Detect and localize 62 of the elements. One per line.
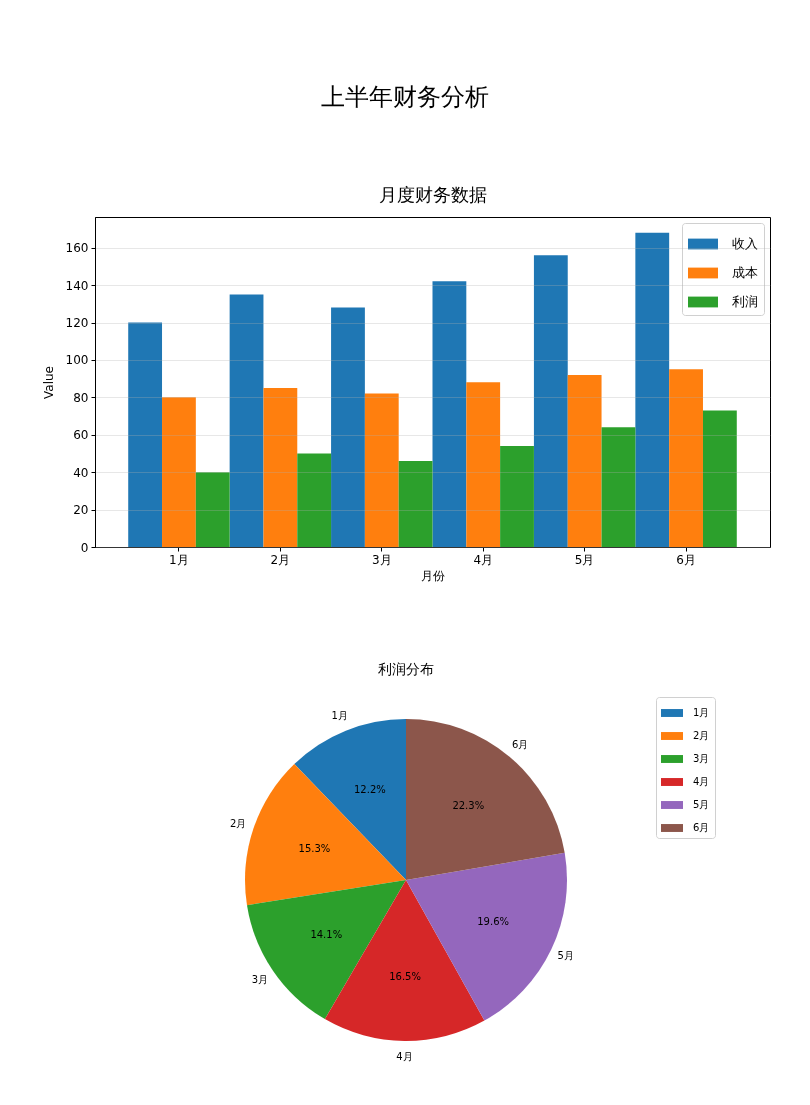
data-label: 12.2%	[353, 784, 386, 796]
chart-title: 月度财务数据	[378, 184, 487, 205]
bar	[432, 281, 467, 547]
legend-label: 4月	[693, 776, 710, 787]
x-tick-label: 3月	[371, 552, 392, 567]
bar	[263, 387, 298, 547]
bar	[635, 232, 670, 547]
legend-label: 2月	[693, 730, 710, 741]
data-label: 16.5%	[389, 970, 421, 982]
bar	[601, 427, 636, 547]
bar	[229, 294, 264, 547]
data-label: 14.1%	[310, 928, 343, 940]
pie-slice	[245, 764, 406, 906]
y-tick-label: 80	[73, 390, 89, 405]
y-tick-label: 20	[73, 503, 89, 518]
y-tick-label: 120	[65, 316, 89, 331]
legend-label: 3月	[693, 753, 710, 764]
legend-label: 成本	[732, 265, 758, 280]
bar	[195, 472, 230, 547]
x-axis-title: 月份	[421, 568, 445, 583]
bar	[162, 397, 196, 547]
bar	[364, 393, 399, 547]
bar	[669, 369, 703, 547]
bar	[466, 382, 501, 547]
chart-title: 利润分布	[378, 660, 434, 677]
bar	[567, 374, 602, 547]
pie-slice	[294, 719, 406, 880]
slice-label: 2月	[229, 817, 247, 829]
legend-label: 1月	[693, 707, 710, 718]
bar	[702, 410, 737, 547]
x-tick-label: 1月	[169, 552, 189, 567]
bar	[297, 453, 332, 547]
data-label: 22.3%	[452, 800, 485, 812]
text: 上半年财务分析	[320, 82, 490, 113]
x-tick-label: 4月	[473, 552, 494, 567]
slice-label: 5月	[557, 950, 574, 962]
pie-slice	[406, 719, 565, 880]
legend-label: 5月	[693, 799, 710, 810]
bar	[331, 307, 365, 547]
bar	[533, 255, 568, 547]
y-tick-label: 140	[65, 278, 89, 293]
bar	[500, 445, 534, 547]
legend-label: 收入	[732, 236, 758, 251]
y-axis-title: Value	[41, 366, 56, 399]
y-tick-label: 160	[65, 241, 89, 256]
bar	[398, 460, 433, 547]
slice-label: 4月	[396, 1051, 413, 1063]
data-label: 15.3%	[298, 843, 331, 855]
x-tick-label: 5月	[574, 552, 595, 567]
y-tick-label: 60	[73, 428, 89, 443]
legend-label: 利润	[732, 294, 758, 309]
bar	[128, 322, 163, 547]
x-tick-label: 2月	[270, 552, 291, 567]
x-tick-label: 6月	[676, 552, 696, 567]
y-tick-label: 100	[65, 353, 89, 368]
y-tick-label: 40	[73, 465, 89, 480]
legend-label: 6月	[693, 822, 710, 833]
data-label: 19.6%	[477, 915, 510, 927]
slice-label: 3月	[251, 974, 269, 985]
slice-label: 6月	[511, 738, 529, 750]
y-tick-label: 0	[80, 540, 89, 555]
slice-label: 1月	[331, 709, 348, 721]
